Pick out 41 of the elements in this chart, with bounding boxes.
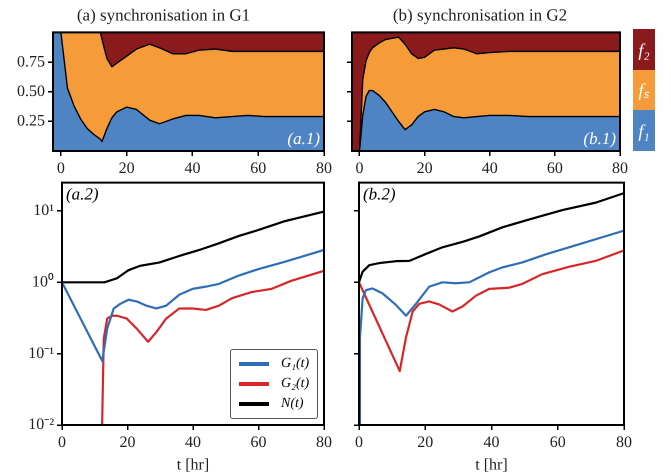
x-tick-label: 40 (482, 160, 498, 177)
legend-label: G₁(t) (281, 356, 310, 372)
legend-label: f₂ (633, 40, 655, 60)
x-tick-label: 60 (250, 434, 266, 451)
x-tick-label: 80 (616, 434, 632, 451)
x-tick-label: 0 (355, 434, 363, 451)
x-tick-label: 20 (417, 434, 434, 451)
x-tick-label: 80 (316, 160, 332, 177)
x-tick-label: 20 (118, 160, 135, 177)
x-tick-label: 0 (355, 160, 364, 177)
x-tick-label: 20 (120, 434, 136, 451)
x-tick-label: 40 (184, 160, 200, 177)
legend-label: f₁ (633, 120, 655, 141)
legend-label: fₛ (633, 80, 655, 100)
x-axis-title: t [hr] (176, 456, 210, 474)
chart-title: (a) synchronisation in G1 (76, 6, 250, 25)
y-tick-label: 10⁰ (32, 272, 54, 291)
y-tick-label: 0.75 (17, 53, 45, 70)
y-tick-label: 10⁻² (28, 416, 54, 434)
x-tick-label: 0 (56, 160, 65, 177)
y-tick-label: 0.50 (17, 82, 45, 100)
y-tick-label: 0.25 (17, 112, 45, 130)
legend-label: N(t) (281, 396, 304, 412)
y-tick-label: 10¹ (33, 202, 54, 220)
annotation: (a.1) (287, 128, 320, 148)
x-tick-label: 60 (550, 434, 566, 451)
annotation: (b.2) (363, 184, 396, 204)
x-tick-label: 40 (484, 434, 500, 451)
x-tick-label: 80 (316, 434, 332, 451)
x-tick-label: 20 (416, 160, 433, 177)
legend-label: G₂(t) (281, 376, 310, 392)
x-tick-label: 0 (58, 434, 66, 451)
annotation: (a.2) (66, 184, 99, 204)
y-tick-label: 10⁻¹ (28, 344, 54, 362)
x-tick-label: 60 (546, 160, 563, 177)
x-tick-label: 80 (612, 160, 628, 177)
annotation: (b.1) (583, 128, 616, 148)
x-tick-label: 60 (250, 160, 266, 177)
x-tick-label: 40 (185, 434, 201, 451)
x-axis-title: t [hr] (475, 456, 508, 474)
chart-title: (b) synchronisation in G2 (392, 6, 568, 25)
